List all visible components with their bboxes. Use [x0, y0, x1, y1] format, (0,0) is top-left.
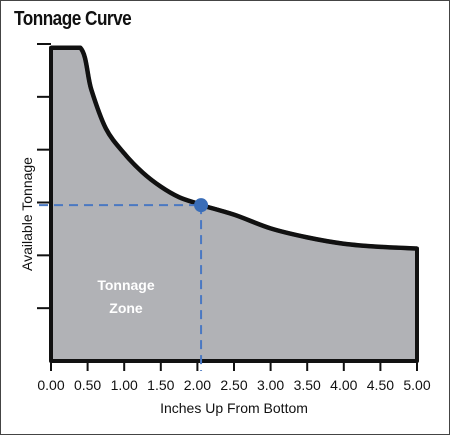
- chart-title: Tonnage Curve: [14, 8, 132, 30]
- x-tick-label: 4.00: [330, 377, 357, 393]
- y-axis-label: Available Tonnage: [19, 157, 35, 271]
- x-tick-label: 5.00: [403, 377, 430, 393]
- y-ticks: [37, 43, 51, 310]
- x-tick-label: 0.00: [37, 377, 64, 393]
- highlight-point: [194, 198, 209, 213]
- x-tick-label: 4.50: [367, 377, 394, 393]
- x-tick-label: 3.50: [294, 377, 321, 393]
- x-axis-label: Inches Up From Bottom: [160, 400, 308, 416]
- tonnage-curve: [50, 45, 418, 251]
- zone-label-line1: Tonnage: [97, 277, 155, 293]
- x-tick-label: 1.50: [147, 377, 174, 393]
- x-tick-label: 3.00: [257, 377, 284, 393]
- x-ticks: 0.00 0.50 1.00 1.50 2.00 2.50 3.00 3.50 4.00 4.50…: [37, 361, 431, 393]
- x-tick-label: 2.50: [220, 377, 247, 393]
- x-tick-label: 0.50: [74, 377, 101, 393]
- x-tick-label: 2.00: [184, 377, 211, 393]
- x-tick-label: 1.00: [111, 377, 138, 393]
- zone-label-line2: Zone: [109, 300, 143, 316]
